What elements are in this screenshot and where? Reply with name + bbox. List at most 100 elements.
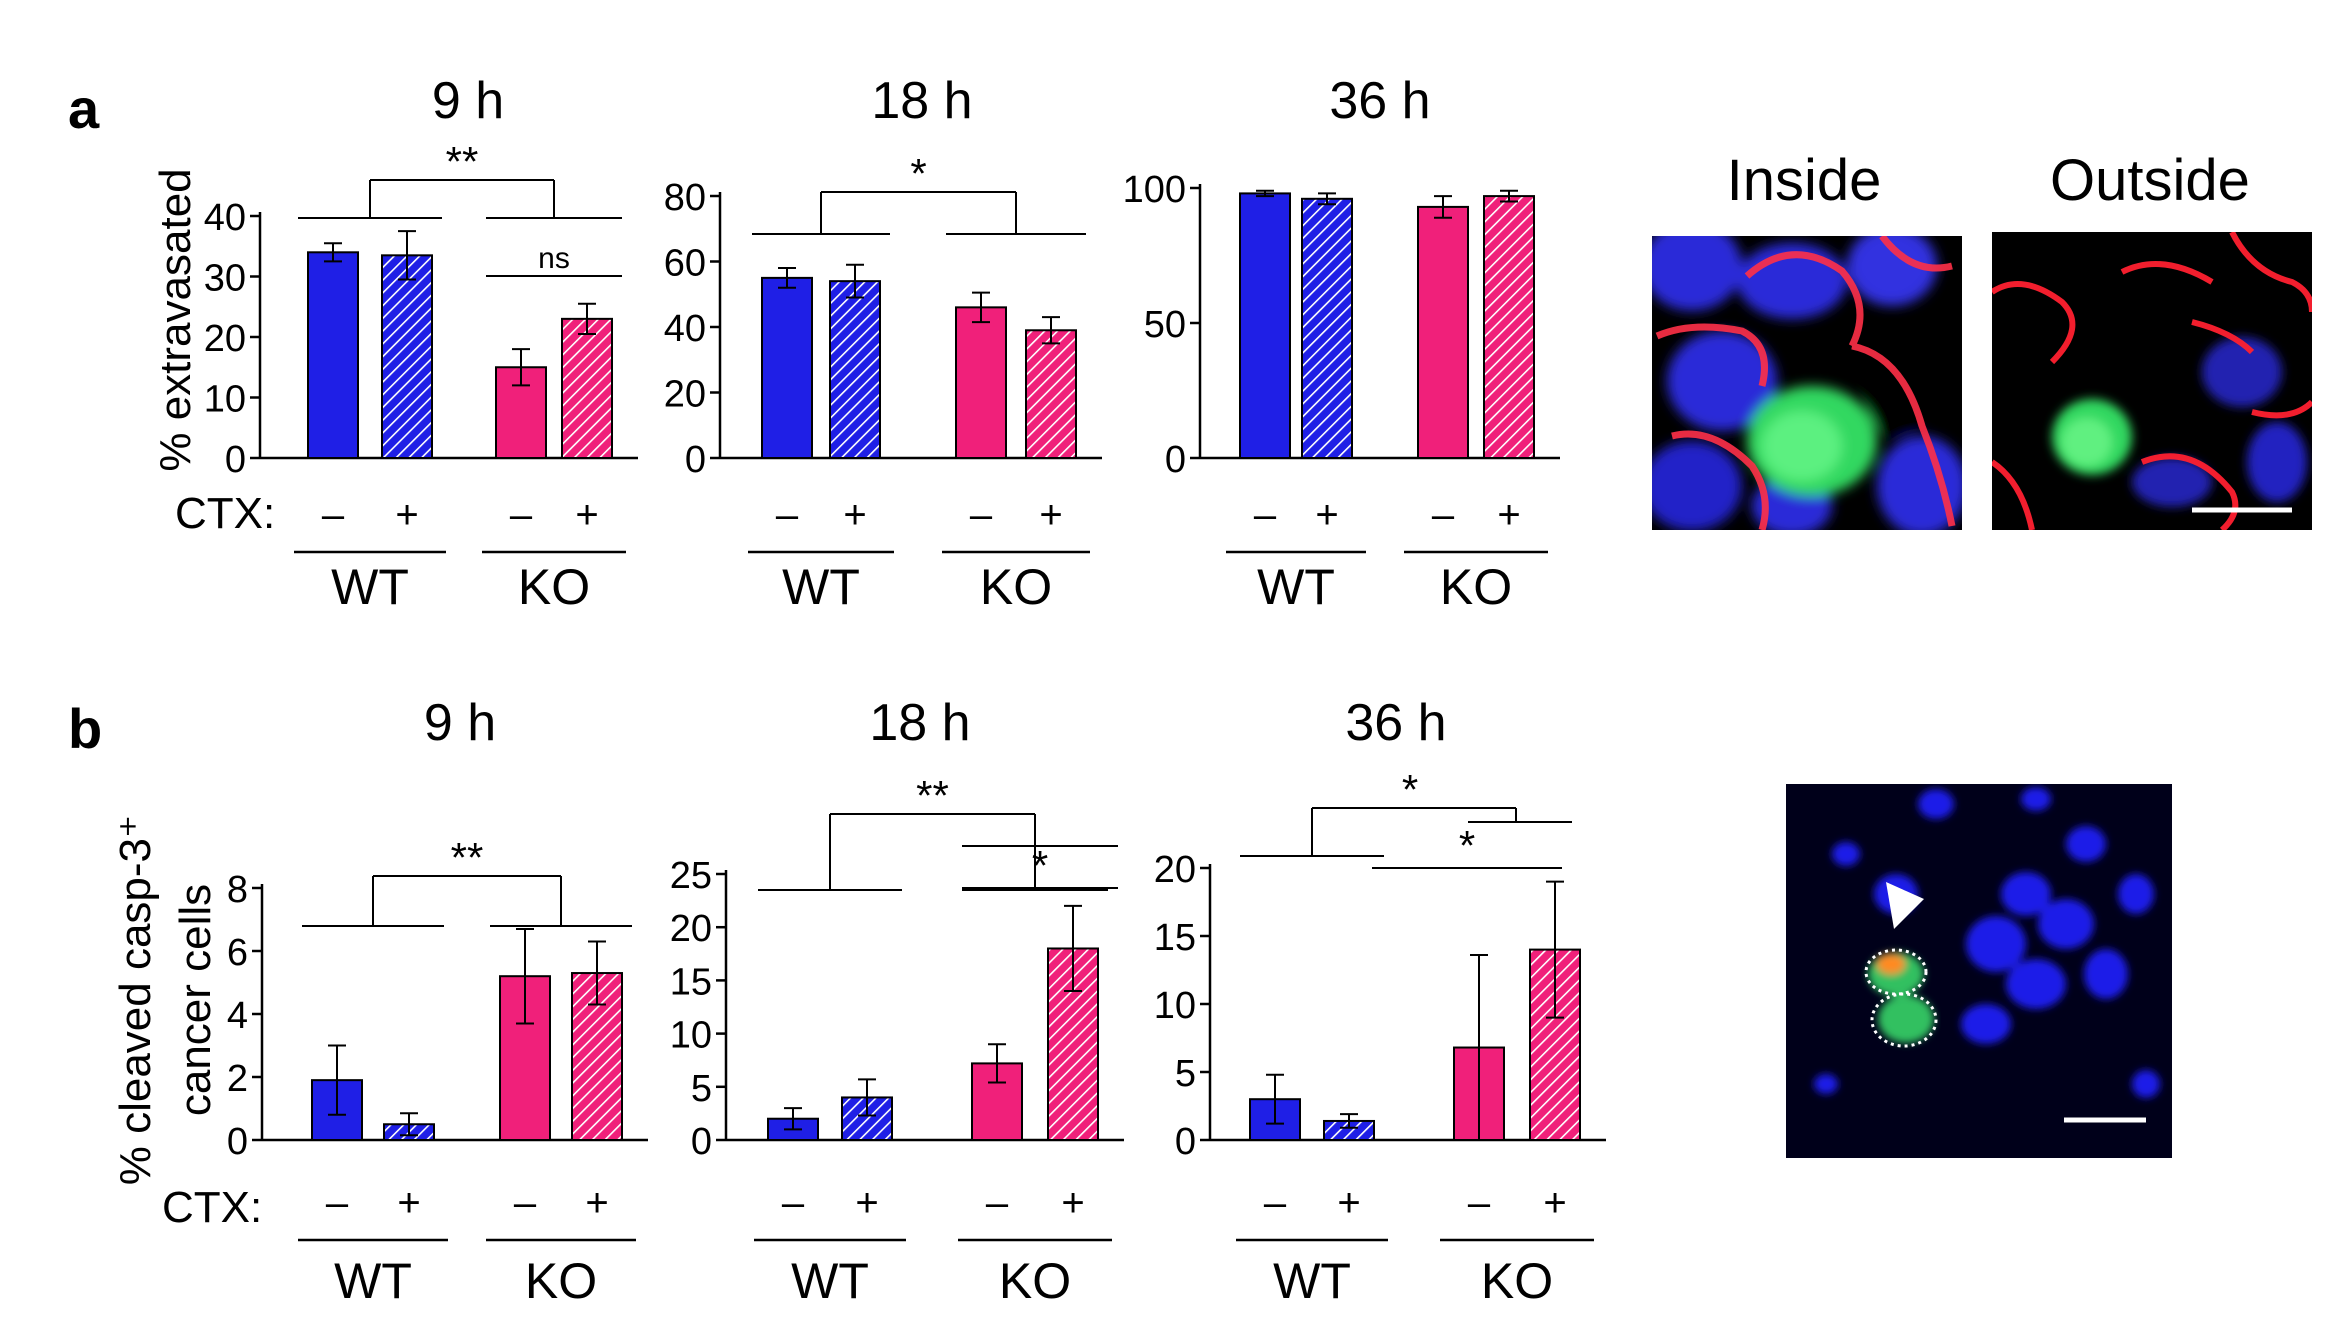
y-tick-label-a-9h: 0 xyxy=(225,439,246,481)
y-tick-label-b-9h: 2 xyxy=(227,1058,248,1100)
ctx-sign-b-18h: + xyxy=(855,1181,878,1225)
group-label-a-9h: KO xyxy=(518,559,590,615)
panel-label-b: b xyxy=(68,697,102,760)
bar-a-18h-ko-noctx xyxy=(955,306,1007,459)
group-label-a-36h: WT xyxy=(1257,559,1335,615)
y-tick-label-b-9h: 8 xyxy=(227,869,248,911)
y-tick-label-a-18h: 40 xyxy=(664,308,706,350)
ctx-label-b: CTX: xyxy=(162,1183,262,1232)
y-tick-label-a-18h: 80 xyxy=(664,177,706,219)
group-label-b-9h: KO xyxy=(525,1253,597,1309)
bar-a-9h-ko-ctx xyxy=(561,317,613,459)
y-tick-label-b-36h: 5 xyxy=(1175,1053,1196,1095)
bar-a-18h-wt-ctx xyxy=(829,280,881,459)
chart-title-b-18h: 18 h xyxy=(869,694,970,752)
y-tick-label-b-36h: 10 xyxy=(1154,985,1196,1027)
ctx-sign-b-9h: + xyxy=(585,1181,608,1225)
y-tick-label-b-9h: 6 xyxy=(227,932,248,974)
ctx-sign-b-9h: – xyxy=(514,1181,537,1225)
ctx-sign-b-36h: – xyxy=(1468,1181,1491,1225)
ctx-sign-b-9h: – xyxy=(326,1181,349,1225)
ctx-sign-b-36h: – xyxy=(1264,1181,1287,1225)
ctx-label-a: CTX: xyxy=(175,489,275,538)
ctx-sign-a-9h: – xyxy=(322,493,345,537)
y-tick-label-a-36h: 0 xyxy=(1165,439,1186,481)
chart-title-a-18h: 18 h xyxy=(871,72,972,130)
ctx-sign-a-9h: + xyxy=(575,493,598,537)
bar-a-36h-wt-ctx xyxy=(1301,197,1353,460)
panel-label-a: a xyxy=(68,77,100,140)
chart-title-b-9h: 9 h xyxy=(424,694,496,752)
ylabel-a: % extravasated xyxy=(151,168,200,471)
y-tick-label-b-18h: 20 xyxy=(670,908,712,950)
bar-a-18h-wt-noctx xyxy=(761,276,813,459)
group-label-b-18h: WT xyxy=(791,1253,869,1309)
image-title-inside: Inside xyxy=(1727,148,1882,213)
ctx-sign-b-18h: – xyxy=(986,1181,1009,1225)
y-tick-label-b-18h: 0 xyxy=(691,1121,712,1163)
group-label-a-18h: WT xyxy=(782,559,860,615)
y-tick-label-a-36h: 100 xyxy=(1123,169,1186,211)
y-tick-label-a-9h: 20 xyxy=(204,318,246,360)
ctx-sign-a-18h: – xyxy=(776,493,799,537)
group-label-b-36h: KO xyxy=(1481,1253,1553,1309)
y-tick-label-a-18h: 0 xyxy=(685,439,706,481)
micrograph-casp3 xyxy=(1786,784,2172,1158)
sig-label-b-36h: * xyxy=(1459,822,1475,869)
ctx-sign-a-18h: + xyxy=(843,493,866,537)
y-tick-label-b-9h: 0 xyxy=(227,1121,248,1163)
ctx-sign-b-36h: + xyxy=(1543,1181,1566,1225)
ctx-sign-a-18h: + xyxy=(1039,493,1062,537)
ylabel-b-line2: cancer cells xyxy=(171,884,220,1116)
ctx-sign-b-18h: – xyxy=(782,1181,805,1225)
y-tick-label-a-9h: 40 xyxy=(204,197,246,239)
ctx-sign-a-9h: + xyxy=(395,493,418,537)
sig-label-b-36h: * xyxy=(1402,766,1418,813)
ctx-sign-b-36h: + xyxy=(1337,1181,1360,1225)
sig-label-b-9h: ** xyxy=(451,834,484,881)
y-tick-label-b-18h: 25 xyxy=(670,855,712,897)
ylabel-b-line1: % cleaved casp-3⁺ xyxy=(111,815,160,1186)
bar-a-36h-wt-noctx xyxy=(1239,192,1291,459)
y-tick-label-a-9h: 10 xyxy=(204,379,246,421)
sig-label-b-18h: * xyxy=(1032,842,1048,889)
y-tick-label-a-18h: 60 xyxy=(664,243,706,285)
ctx-sign-a-18h: – xyxy=(970,493,993,537)
bar-a-18h-ko-ctx xyxy=(1025,329,1077,459)
group-label-b-18h: KO xyxy=(999,1253,1071,1309)
sig-label-b-18h: ** xyxy=(916,772,949,819)
micrograph-outside xyxy=(1992,232,2312,530)
ctx-sign-b-18h: + xyxy=(1061,1181,1084,1225)
group-label-b-36h: WT xyxy=(1273,1253,1351,1309)
y-tick-label-b-9h: 4 xyxy=(227,995,248,1037)
sig-label-a-18h: * xyxy=(910,150,926,197)
ctx-sign-a-36h: + xyxy=(1497,493,1520,537)
ctx-sign-a-36h: – xyxy=(1254,493,1277,537)
chart-title-a-36h: 36 h xyxy=(1329,72,1430,130)
sig-label-a-9h: ** xyxy=(446,138,479,185)
y-tick-label-a-9h: 30 xyxy=(204,258,246,300)
chart-title-a-9h: 9 h xyxy=(432,72,504,130)
chart-title-b-36h: 36 h xyxy=(1345,694,1446,752)
y-tick-label-a-18h: 20 xyxy=(664,374,706,416)
y-tick-label-b-18h: 5 xyxy=(691,1068,712,1110)
ctx-sign-a-9h: – xyxy=(510,493,533,537)
ctx-sign-a-36h: – xyxy=(1432,493,1455,537)
group-label-a-9h: WT xyxy=(331,559,409,615)
ctx-sign-a-36h: + xyxy=(1315,493,1338,537)
group-label-b-9h: WT xyxy=(334,1253,412,1309)
ctx-sign-b-9h: + xyxy=(397,1181,420,1225)
sig-label-a-9h: ns xyxy=(538,242,570,275)
bar-a-36h-ko-noctx xyxy=(1417,205,1469,459)
y-tick-label-b-18h: 10 xyxy=(670,1015,712,1057)
bar-a-9h-wt-noctx xyxy=(307,251,359,459)
bar-a-36h-ko-ctx xyxy=(1483,195,1535,459)
micrograph-inside xyxy=(1652,236,1962,530)
y-tick-label-b-18h: 15 xyxy=(670,961,712,1003)
y-tick-label-b-36h: 0 xyxy=(1175,1121,1196,1163)
bar-a-9h-wt-ctx xyxy=(381,254,433,459)
y-tick-label-b-36h: 15 xyxy=(1154,917,1196,959)
